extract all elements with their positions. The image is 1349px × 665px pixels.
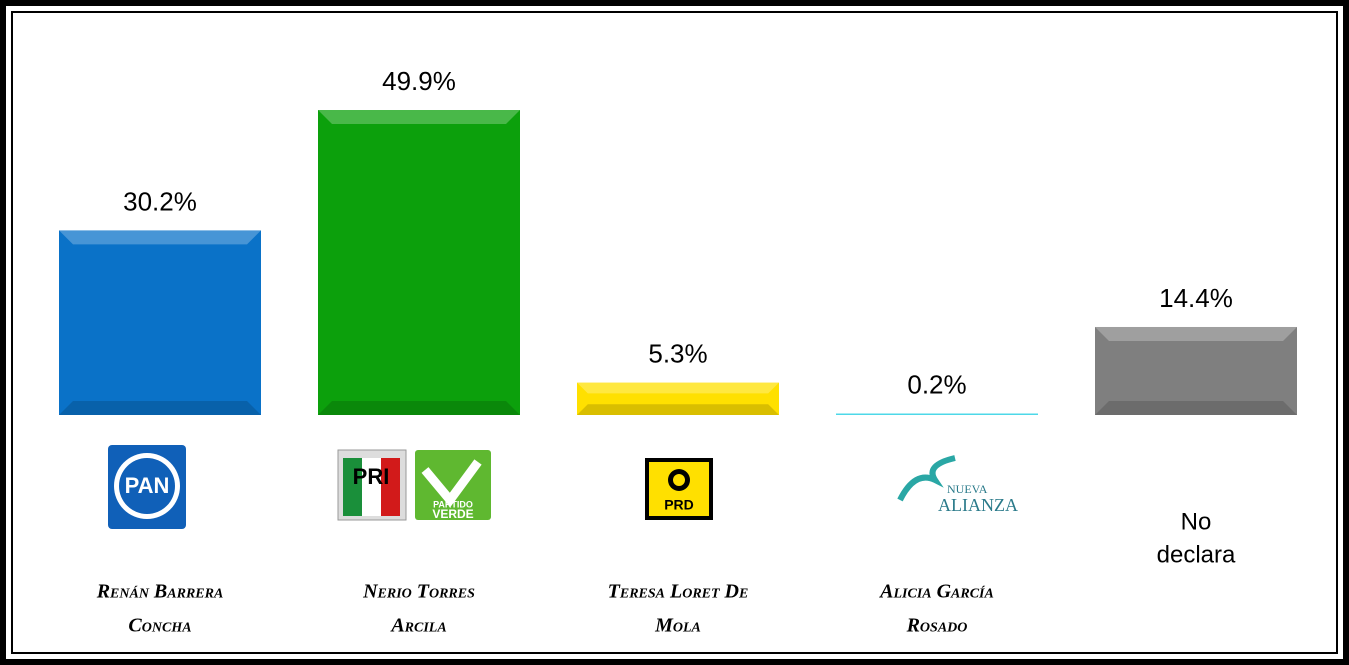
- value-label: 30.2%: [123, 186, 197, 216]
- logo-text: PARTIDO: [433, 499, 473, 509]
- pan-logo: PAN: [108, 445, 186, 529]
- bar: [318, 110, 520, 415]
- category-label: No: [1181, 508, 1212, 535]
- na-logo: NUEVA ALIANZA: [897, 455, 1018, 515]
- value-label: 5.3%: [648, 338, 707, 368]
- logo-text: PRI: [353, 464, 390, 489]
- category-label: Arcila: [389, 615, 446, 637]
- bar: [1095, 326, 1297, 415]
- bar-bevel: [1095, 401, 1297, 415]
- category-label: Nerio Torres: [362, 581, 475, 603]
- bar-bevel: [318, 110, 520, 124]
- category-label: declara: [1157, 541, 1236, 568]
- logo-text: VERDE: [432, 507, 473, 521]
- category-label: Renán Barrera: [96, 581, 224, 603]
- bar-bevel: [318, 401, 520, 415]
- category-label: Rosado: [906, 615, 968, 637]
- value-label: 14.4%: [1159, 283, 1233, 313]
- bar-bevel: [577, 404, 779, 415]
- bar-bevel: [59, 401, 261, 415]
- bar: [836, 413, 1038, 415]
- bar-bevel: [577, 382, 779, 394]
- prd-logo: PRD: [645, 458, 713, 520]
- logo-text: PRD: [664, 497, 694, 513]
- bar-bevel: [59, 230, 261, 245]
- logo-text: NUEVA: [947, 482, 988, 496]
- bar: [59, 230, 261, 415]
- pri-logo: PRI: [337, 449, 407, 521]
- inner-frame: [11, 11, 1338, 654]
- logo-text: ALIANZA: [938, 495, 1018, 515]
- value-label: 49.9%: [382, 66, 456, 96]
- category-label: Mola: [654, 615, 701, 637]
- pv-logo: PARTIDO VERDE: [415, 450, 491, 521]
- bar: [577, 382, 779, 415]
- category-label: Alicia García: [878, 581, 994, 603]
- category-label: Concha: [128, 615, 191, 637]
- bar-bevel: [1095, 326, 1297, 341]
- value-label: 0.2%: [907, 369, 966, 399]
- logo-text: PAN: [125, 473, 170, 498]
- category-label: Teresa Loret De: [608, 581, 749, 603]
